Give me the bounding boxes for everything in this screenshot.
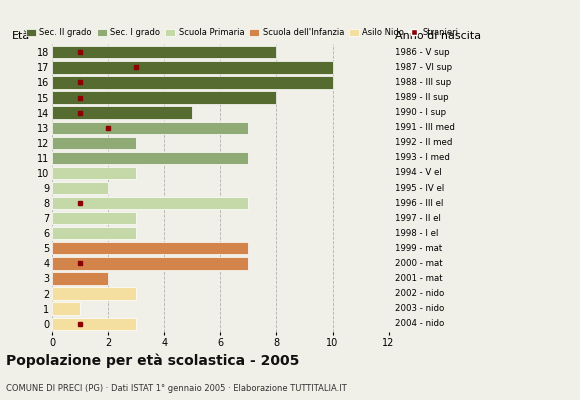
Text: 1998 - I el: 1998 - I el xyxy=(396,229,438,238)
Text: 1987 - VI sup: 1987 - VI sup xyxy=(396,63,452,72)
Bar xyxy=(52,197,248,209)
Text: 2004 - nido: 2004 - nido xyxy=(396,319,445,328)
Bar xyxy=(52,106,193,119)
Bar xyxy=(52,318,136,330)
Text: 1992 - II med: 1992 - II med xyxy=(396,138,453,147)
Bar xyxy=(52,257,248,270)
Bar xyxy=(52,227,136,240)
Text: 2001 - mat: 2001 - mat xyxy=(396,274,443,283)
Text: Età: Età xyxy=(12,31,30,41)
Text: Popolazione per età scolastica - 2005: Popolazione per età scolastica - 2005 xyxy=(6,354,299,368)
Bar xyxy=(52,136,136,149)
Bar xyxy=(52,122,248,134)
Bar xyxy=(52,61,332,74)
Bar xyxy=(52,76,332,89)
Bar xyxy=(52,167,136,179)
Text: Anno di nascita: Anno di nascita xyxy=(396,31,481,41)
Bar xyxy=(52,91,277,104)
Text: 2002 - nido: 2002 - nido xyxy=(396,289,445,298)
Bar xyxy=(52,302,80,315)
Bar xyxy=(52,182,108,194)
Text: 1988 - III sup: 1988 - III sup xyxy=(396,78,452,87)
Bar xyxy=(52,242,248,254)
Bar xyxy=(52,287,136,300)
Text: COMUNE DI PRECI (PG) · Dati ISTAT 1° gennaio 2005 · Elaborazione TUTTITALIA.IT: COMUNE DI PRECI (PG) · Dati ISTAT 1° gen… xyxy=(6,384,347,393)
Text: 1991 - III med: 1991 - III med xyxy=(396,123,455,132)
Bar xyxy=(52,152,248,164)
Bar xyxy=(52,212,136,224)
Text: 2000 - mat: 2000 - mat xyxy=(396,259,443,268)
Text: 1996 - III el: 1996 - III el xyxy=(396,198,444,208)
Legend: Sec. II grado, Sec. I grado, Scuola Primaria, Scuola dell'Infanzia, Asilo Nido, : Sec. II grado, Sec. I grado, Scuola Prim… xyxy=(26,28,458,37)
Text: 1990 - I sup: 1990 - I sup xyxy=(396,108,447,117)
Bar xyxy=(52,272,108,285)
Text: 1989 - II sup: 1989 - II sup xyxy=(396,93,449,102)
Text: 2003 - nido: 2003 - nido xyxy=(396,304,445,313)
Text: 1995 - IV el: 1995 - IV el xyxy=(396,184,445,192)
Text: 1993 - I med: 1993 - I med xyxy=(396,153,450,162)
Text: 1999 - mat: 1999 - mat xyxy=(396,244,443,253)
Bar xyxy=(52,46,277,58)
Text: 1986 - V sup: 1986 - V sup xyxy=(396,48,450,57)
Text: 1994 - V el: 1994 - V el xyxy=(396,168,442,178)
Text: 1997 - II el: 1997 - II el xyxy=(396,214,441,223)
